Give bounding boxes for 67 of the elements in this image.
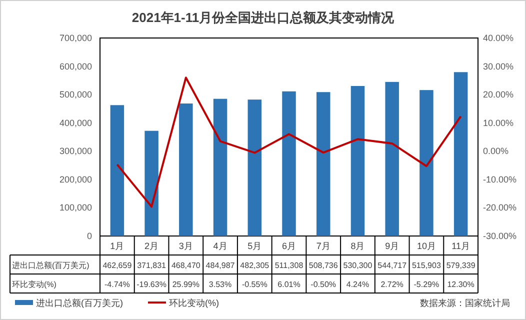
data-label: 544,717 <box>378 261 408 270</box>
y2-tick-label: 40.00% <box>483 33 514 43</box>
data-label: 25.99% <box>172 280 200 289</box>
x-tick-label: 5月 <box>248 241 262 251</box>
data-label: 508,736 <box>308 261 338 270</box>
data-label: 462,659 <box>102 261 132 270</box>
data-label: 482,305 <box>240 261 270 270</box>
data-label: 530,300 <box>343 261 373 270</box>
y-tick-label: 500,000 <box>59 90 92 100</box>
y2-tick-label: -20.00% <box>483 202 517 213</box>
bar <box>144 130 158 236</box>
y2-tick-label: 30.00% <box>483 61 514 72</box>
y-tick-label: 400,000 <box>59 118 92 128</box>
source-note: 数据来源：国家统计局 <box>420 298 510 308</box>
line-series <box>116 76 462 208</box>
bar <box>213 98 228 236</box>
legend-label: 进出口总额(百万美元) <box>36 298 123 308</box>
y-tick-label: 200,000 <box>59 174 92 184</box>
y-tick-label: 600,000 <box>59 61 92 72</box>
x-tick-label: 10月 <box>416 241 436 251</box>
x-tick-label: 11月 <box>452 241 470 251</box>
x-tick-label: 4月 <box>213 241 228 251</box>
x-tick-label: 7月 <box>316 241 330 251</box>
y2-tick-label: 0.00% <box>483 146 509 156</box>
data-label: 511,308 <box>274 261 304 270</box>
y2-tick-label: 20.00% <box>483 90 514 100</box>
bar <box>248 100 262 236</box>
y2-tick-label: -10.00% <box>483 174 517 184</box>
y-tick-label: 0 <box>86 231 92 241</box>
chart-title: 2021年1-11月份全国进出口总额及其变动情况 <box>132 10 396 25</box>
bar <box>420 90 434 236</box>
bar <box>316 92 330 236</box>
data-label: 4.24% <box>346 280 370 289</box>
x-tick-label: 9月 <box>385 241 400 251</box>
data-label: 12.30% <box>447 280 474 289</box>
data-label: 6.01% <box>278 280 300 289</box>
data-label: -19.63% <box>136 280 166 289</box>
y2-tick-label: -30.00% <box>483 231 517 241</box>
y-tick-label: 700,000 <box>59 33 92 43</box>
x-tick-label: 6月 <box>282 241 296 251</box>
x-tick-label: 1月 <box>110 241 124 251</box>
bar <box>282 91 296 236</box>
data-label: 579,339 <box>446 261 476 270</box>
data-label: 371,831 <box>137 261 167 270</box>
x-tick-label: 2月 <box>144 241 159 251</box>
legend-label: 环比变动(%) <box>169 298 219 308</box>
data-label: -5.29% <box>414 280 440 289</box>
text: 进出口总额(百万美元) <box>12 261 90 270</box>
y-tick-label: 300,000 <box>59 146 92 156</box>
data-label: -0.50% <box>310 280 336 289</box>
data-label: -4.74% <box>104 280 130 289</box>
data-label: 3.53% <box>208 280 232 289</box>
bar <box>350 86 365 236</box>
bar <box>179 103 193 236</box>
bar <box>110 105 124 236</box>
y2-tick-label: 10.00% <box>483 118 514 128</box>
data-label: 515,903 <box>412 261 442 270</box>
bar <box>385 82 399 236</box>
x-tick-label: 8月 <box>350 241 365 251</box>
x-tick-label: 3月 <box>178 241 193 251</box>
data-label: 484,987 <box>206 261 236 270</box>
bar <box>454 72 468 236</box>
data-label: -0.55% <box>242 280 268 289</box>
text: 环比变动(%) <box>12 280 56 289</box>
data-label: 468,470 <box>171 261 201 270</box>
y-tick-label: 100,000 <box>59 202 92 213</box>
data-label: 2.72% <box>380 280 404 289</box>
